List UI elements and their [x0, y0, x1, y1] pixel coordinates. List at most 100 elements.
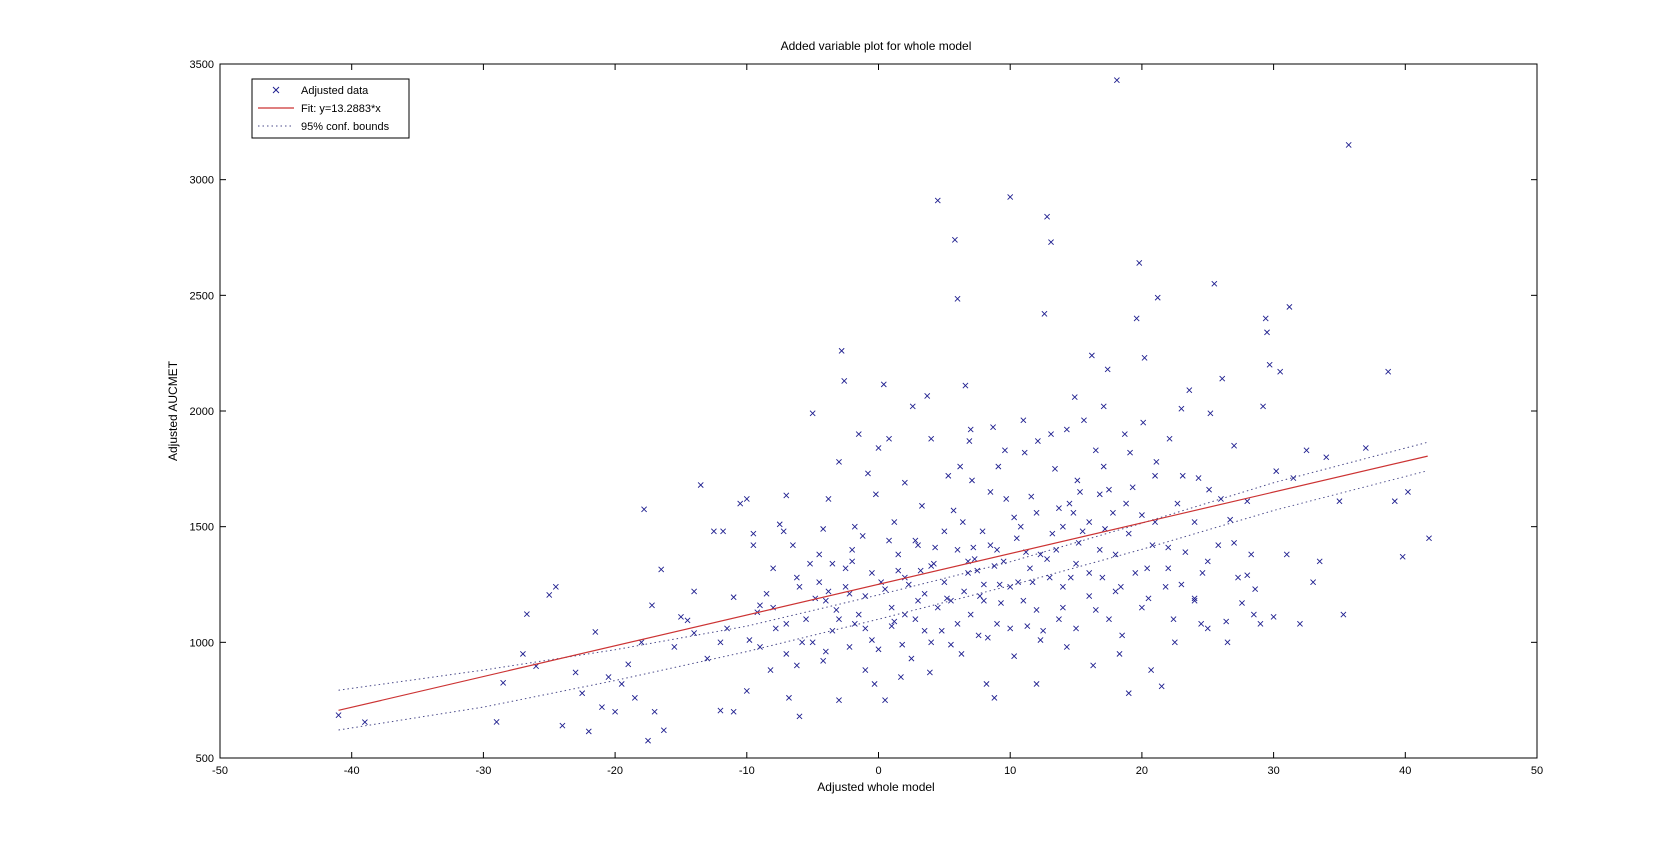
data-point: [995, 463, 1002, 470]
data-point: [1204, 558, 1211, 565]
data-point: [888, 623, 895, 630]
data-point: [1231, 442, 1238, 449]
data-point: [645, 737, 651, 744]
data-point: [970, 544, 977, 551]
data-point: [691, 588, 698, 595]
data-point: [767, 667, 774, 674]
data-point: [838, 347, 845, 354]
y-tick-label: 1500: [190, 522, 214, 534]
data-point: [966, 438, 973, 444]
data-point: [1270, 613, 1277, 620]
data-point: [737, 500, 744, 507]
data-point: [717, 707, 724, 714]
data-point: [605, 674, 612, 680]
data-point: [789, 542, 796, 549]
data-point: [1100, 403, 1107, 410]
data-point: [493, 718, 500, 725]
data-point: [926, 669, 933, 676]
data-point: [1048, 431, 1054, 438]
data-point: [592, 629, 599, 635]
data-point: [917, 567, 924, 574]
data-point: [816, 551, 823, 558]
data-point: [1059, 523, 1066, 530]
data-point: [1034, 438, 1041, 444]
data-point: [1399, 553, 1406, 560]
data-point: [1340, 611, 1347, 618]
x-tick-label: -50: [212, 765, 228, 777]
data-point: [1033, 509, 1040, 516]
data-point: [954, 295, 961, 302]
data-point: [1013, 535, 1020, 542]
data-point: [1037, 637, 1044, 643]
data-point: [928, 435, 935, 442]
data-point: [335, 712, 342, 719]
data-point: [991, 563, 998, 569]
data-point: [519, 650, 526, 657]
data-point: [559, 722, 566, 729]
data-point: [1056, 616, 1062, 623]
data-point: [980, 597, 987, 604]
data-point: [1086, 519, 1093, 525]
data-point: [868, 637, 875, 643]
data-point: [523, 611, 530, 618]
data-point: [1129, 484, 1136, 491]
data-point: [697, 482, 704, 488]
data-point: [945, 472, 952, 479]
data-point: [928, 639, 935, 646]
data-point: [941, 579, 948, 586]
data-point: [625, 661, 632, 668]
data-point: [770, 565, 777, 572]
data-point: [891, 519, 898, 525]
data-point: [820, 526, 827, 532]
data-point: [851, 523, 858, 530]
data-point: [793, 574, 800, 581]
data-point: [951, 236, 958, 243]
data-point: [980, 581, 987, 588]
data-point: [1170, 616, 1177, 623]
data-point: [783, 492, 790, 499]
data-point: [1174, 500, 1181, 507]
data-point: [1219, 375, 1226, 382]
data-point: [1218, 495, 1224, 502]
data-point: [618, 681, 625, 687]
data-point: [1000, 558, 1007, 565]
data-point: [743, 495, 750, 502]
data-point: [833, 607, 840, 613]
data-point: [975, 632, 982, 639]
data-point: [882, 586, 889, 593]
data-point: [1096, 491, 1103, 498]
data-point: [959, 519, 966, 525]
data-point: [905, 581, 912, 588]
data-point: [786, 694, 792, 701]
data-point: [1178, 405, 1185, 412]
data-point: [1260, 403, 1266, 410]
data-point: [1391, 498, 1398, 505]
data-point: [971, 556, 978, 562]
data-point: [1138, 512, 1145, 519]
data-point: [599, 704, 605, 711]
data-point: [793, 662, 800, 669]
data-point: [1044, 556, 1050, 562]
data-point: [912, 537, 919, 544]
data-point: [1405, 489, 1411, 495]
legend-label-bounds: 95% conf. bounds: [301, 121, 390, 133]
data-point: [1244, 572, 1251, 579]
data-point: [1132, 570, 1139, 576]
data-point: [901, 479, 908, 486]
data-point: [1003, 495, 1010, 502]
data-point: [1070, 509, 1077, 516]
data-point: [1044, 213, 1050, 220]
x-tick-label: -40: [344, 765, 360, 777]
data-point: [1165, 544, 1172, 551]
data-point: [816, 579, 823, 586]
data-point: [803, 616, 809, 623]
data-point: [836, 616, 842, 623]
data-point: [1182, 549, 1189, 556]
data-point: [1049, 530, 1056, 537]
data-point: [1290, 475, 1297, 482]
data-point: [1056, 505, 1062, 512]
data-point: [1112, 588, 1119, 595]
data-point: [1158, 683, 1165, 690]
data-point: [849, 558, 856, 565]
data-point: [891, 618, 898, 625]
